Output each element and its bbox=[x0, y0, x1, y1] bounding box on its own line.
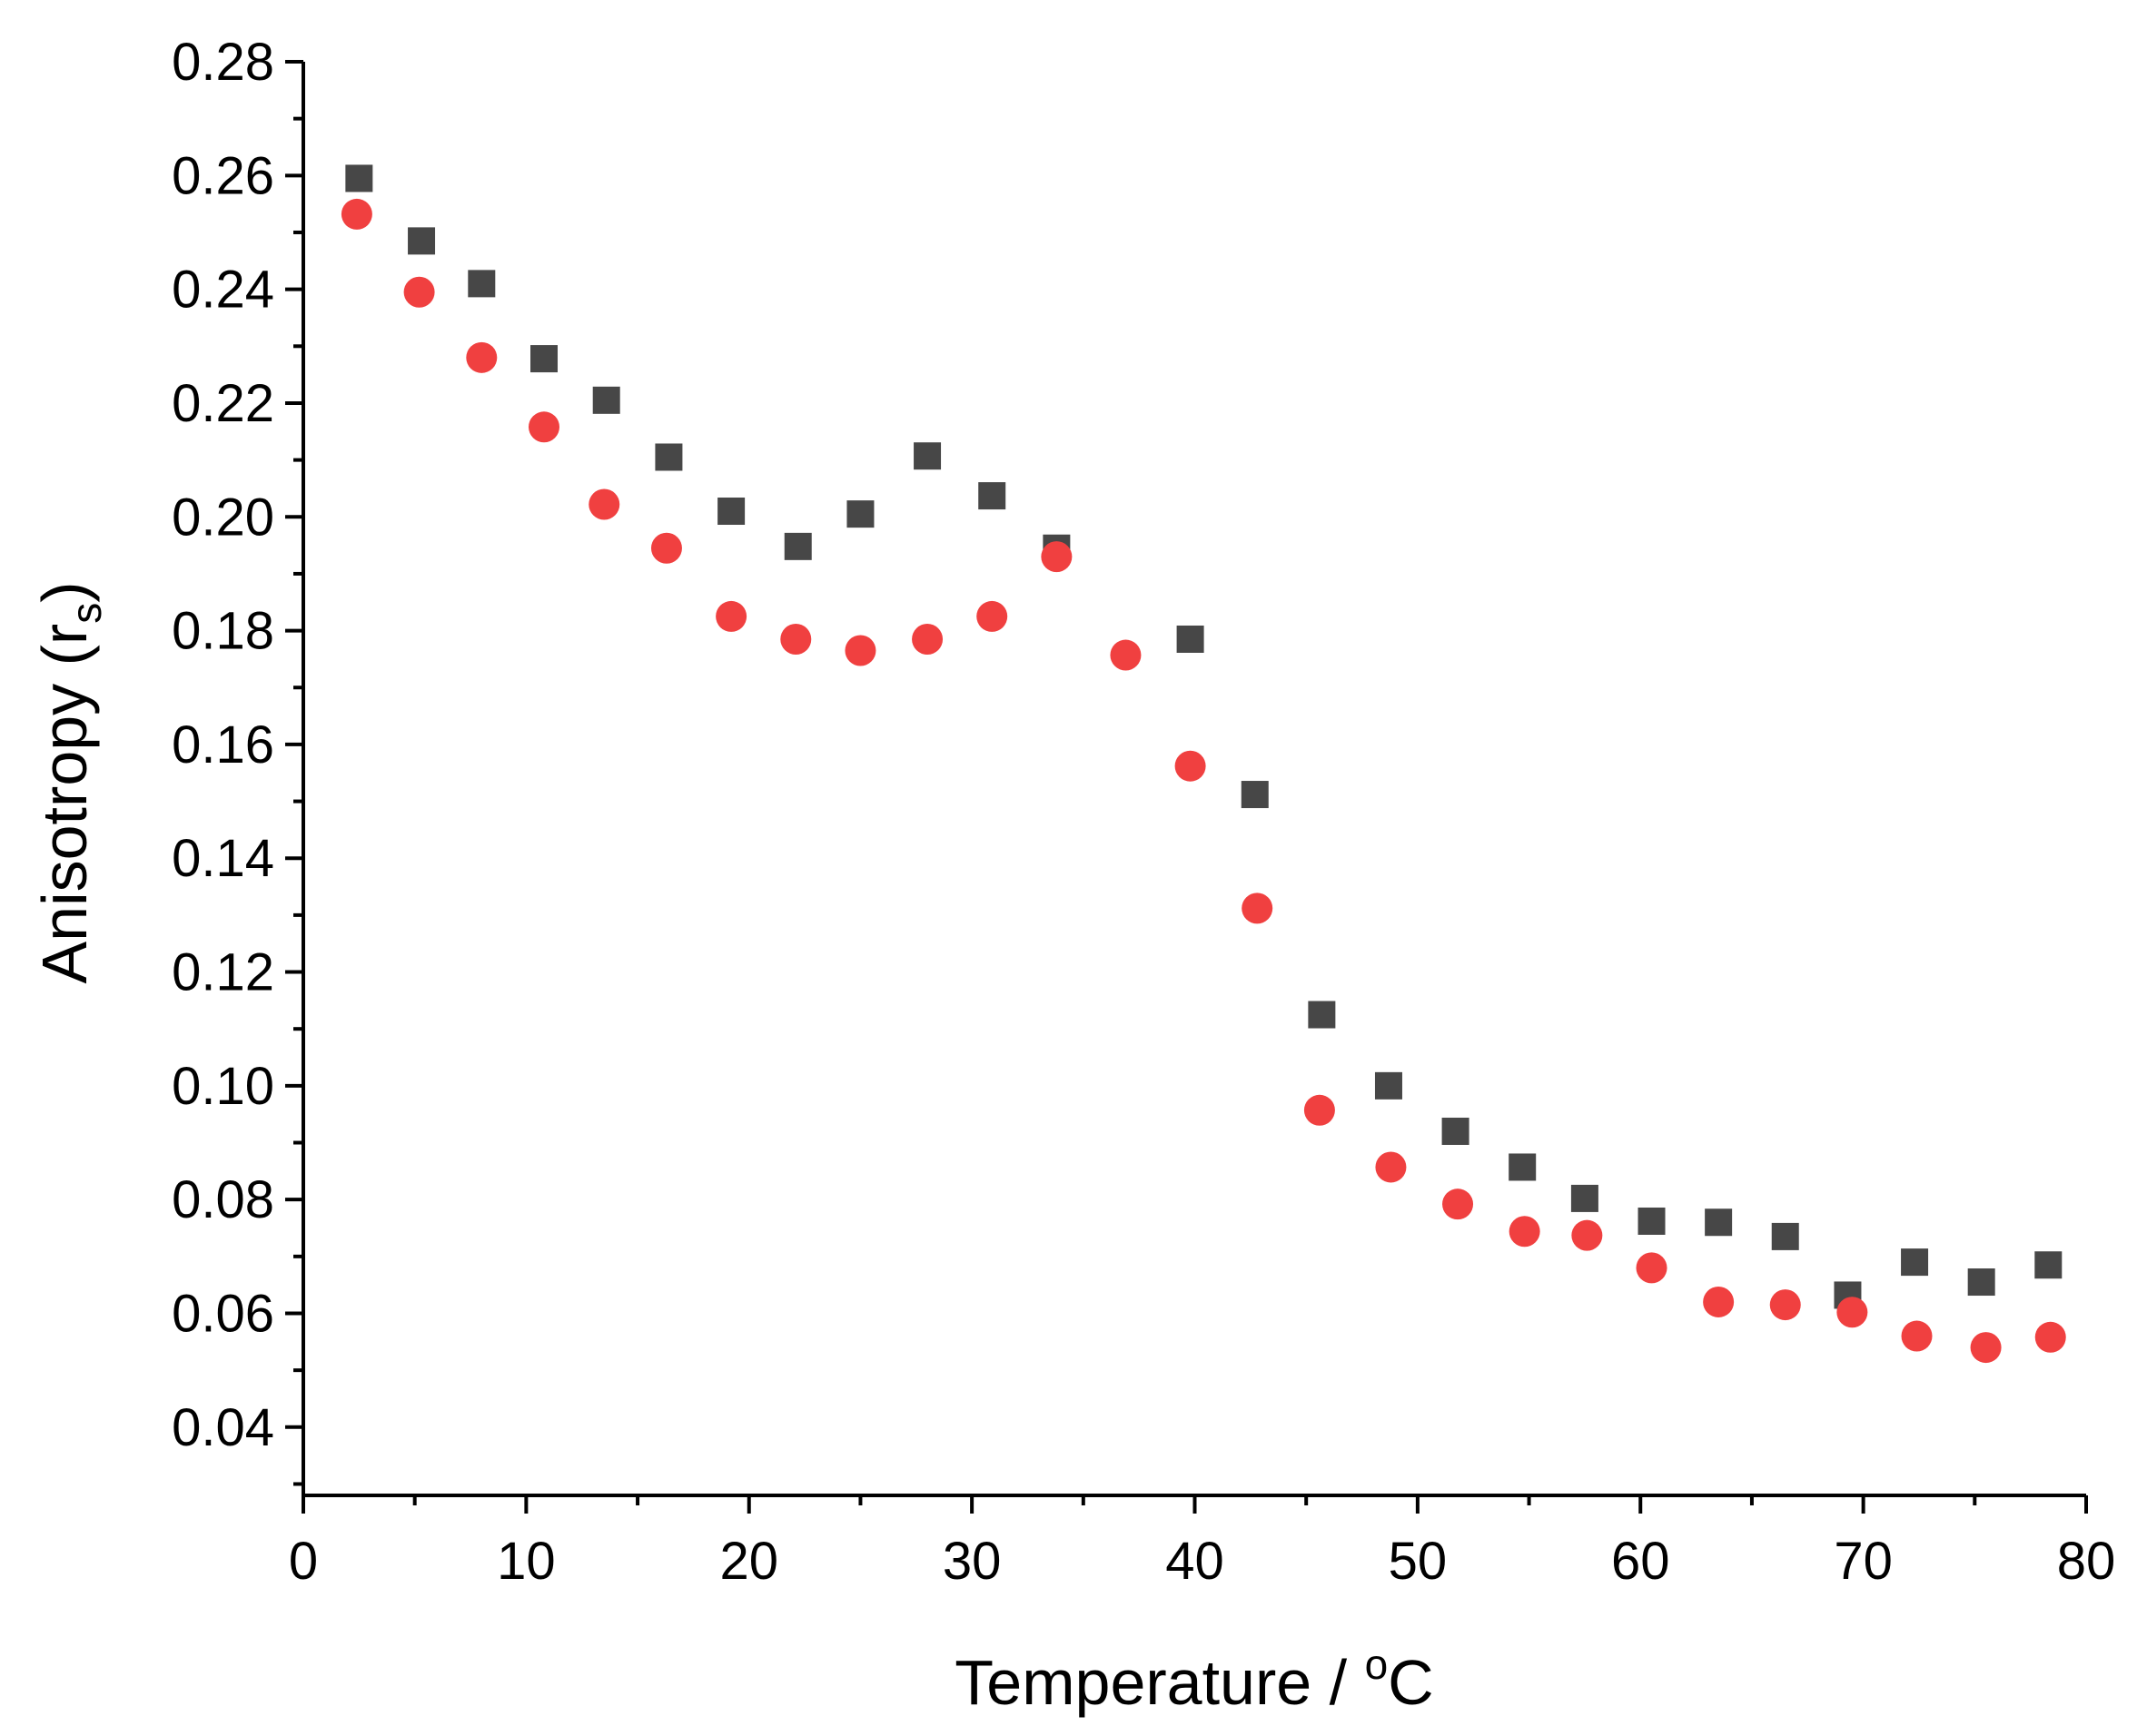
y-tick-label: 0.24 bbox=[172, 261, 274, 320]
x-tick-label: 10 bbox=[497, 1532, 556, 1591]
y-axis: 0.04 0.06 0.08 0.10 0.12 0.14 0.16 0.18 0.20 0.22… bbox=[172, 33, 305, 1495]
square-point bbox=[784, 532, 812, 560]
y-tick-label: 0.04 bbox=[172, 1398, 274, 1457]
x-tick-label: 50 bbox=[1389, 1532, 1448, 1591]
circle-point bbox=[1836, 1297, 1868, 1328]
circle-point bbox=[1769, 1289, 1801, 1321]
y-tick-label: 0.22 bbox=[172, 374, 274, 433]
circle-point bbox=[650, 532, 682, 564]
square-point bbox=[2034, 1251, 2063, 1279]
x-axis: 0 10 20 30 40 50 60 70 80 bbox=[289, 1494, 2116, 1591]
circle-point bbox=[1174, 750, 1206, 782]
y-tick-label: 0.20 bbox=[172, 488, 274, 547]
square-point bbox=[1509, 1153, 1537, 1181]
circle-point bbox=[1571, 1219, 1603, 1251]
circle-point bbox=[2034, 1321, 2066, 1353]
series-squares bbox=[345, 164, 2063, 1309]
y-tick-label: 0.28 bbox=[172, 33, 274, 92]
y-tick-label: 0.18 bbox=[172, 602, 274, 661]
square-point bbox=[717, 498, 746, 526]
x-tick-label: 20 bbox=[719, 1532, 778, 1591]
square-point bbox=[914, 442, 942, 470]
square-point bbox=[530, 345, 559, 373]
y-axis-title-subscript: s bbox=[63, 603, 110, 624]
circle-point bbox=[912, 623, 944, 655]
square-point bbox=[408, 227, 436, 255]
circle-point bbox=[529, 411, 560, 443]
x-axis-title-superscript: o bbox=[1365, 1641, 1389, 1688]
plot-area bbox=[341, 164, 2066, 1364]
circle-point bbox=[845, 635, 876, 666]
circle-point bbox=[1242, 893, 1273, 924]
y-tick-label: 0.16 bbox=[172, 715, 274, 774]
y-tick-label: 0.12 bbox=[172, 943, 274, 1002]
square-point bbox=[1570, 1184, 1598, 1212]
y-tick-label: 0.14 bbox=[172, 829, 274, 888]
square-point bbox=[1771, 1222, 1799, 1250]
circle-point bbox=[1375, 1151, 1407, 1183]
square-point bbox=[1308, 1001, 1336, 1029]
square-point bbox=[1705, 1208, 1733, 1237]
y-tick-label: 0.08 bbox=[172, 1170, 274, 1229]
x-axis-title: Temperature / oC bbox=[955, 1641, 1433, 1718]
circle-point bbox=[1110, 639, 1142, 671]
circle-point bbox=[1303, 1094, 1335, 1126]
square-point bbox=[1176, 625, 1204, 653]
square-point bbox=[1374, 1071, 1402, 1100]
circle-point bbox=[466, 341, 498, 373]
square-point bbox=[345, 164, 373, 192]
circle-point bbox=[1509, 1216, 1540, 1248]
circle-point bbox=[403, 276, 435, 308]
x-tick-label: 70 bbox=[1834, 1532, 1893, 1591]
x-tick-label: 30 bbox=[943, 1532, 1002, 1591]
circle-point bbox=[1442, 1189, 1474, 1220]
x-tick-label: 60 bbox=[1611, 1532, 1670, 1591]
y-axis-title: Anisotropy (rs) bbox=[29, 581, 110, 983]
circle-point bbox=[341, 198, 372, 230]
x-tick-label: 80 bbox=[2057, 1532, 2116, 1591]
circle-point bbox=[1636, 1252, 1667, 1284]
circle-point bbox=[716, 600, 747, 632]
circle-point bbox=[1901, 1320, 1933, 1352]
y-tick-label: 0.06 bbox=[172, 1284, 274, 1343]
square-point bbox=[1441, 1117, 1469, 1145]
circle-point bbox=[589, 488, 620, 520]
circle-point bbox=[1041, 541, 1073, 573]
y-tick-label: 0.10 bbox=[172, 1057, 274, 1116]
square-point bbox=[1241, 781, 1269, 809]
square-point bbox=[1967, 1268, 1995, 1297]
circle-point bbox=[1970, 1332, 2002, 1364]
square-point bbox=[846, 500, 875, 528]
circle-point bbox=[780, 623, 812, 655]
x-tick-label: 0 bbox=[289, 1532, 318, 1591]
circle-point bbox=[1703, 1286, 1735, 1317]
square-point bbox=[468, 270, 496, 298]
x-tick-label: 40 bbox=[1165, 1532, 1224, 1591]
circle-point bbox=[976, 600, 1008, 632]
square-point bbox=[1637, 1207, 1666, 1235]
series-circles bbox=[341, 198, 2066, 1364]
square-point bbox=[978, 482, 1006, 510]
y-tick-label: 0.26 bbox=[172, 146, 274, 205]
square-point bbox=[1901, 1248, 1929, 1277]
square-point bbox=[592, 386, 620, 414]
square-point bbox=[655, 443, 683, 471]
